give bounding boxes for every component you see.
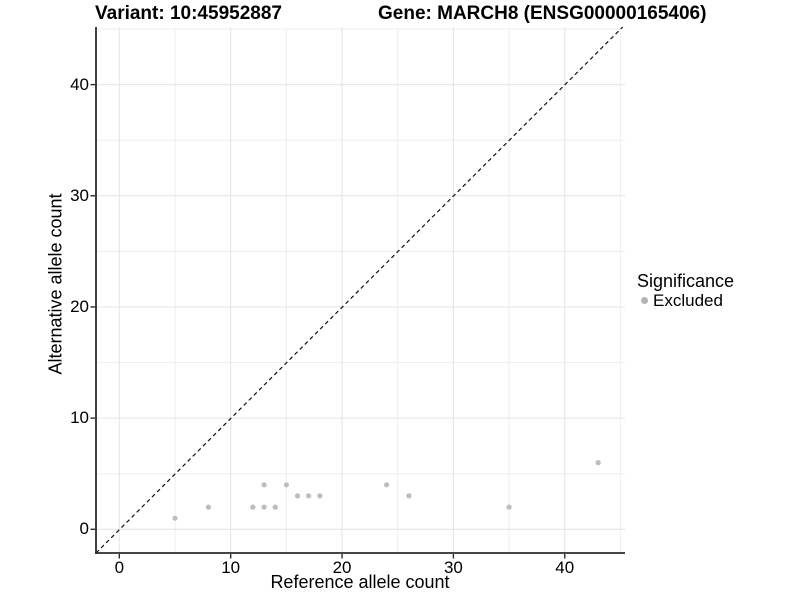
legend-entry-excluded: Excluded (637, 291, 734, 310)
data-point (406, 493, 412, 499)
data-point (384, 482, 390, 488)
data-point (272, 504, 278, 510)
data-point (506, 504, 512, 510)
plot-title-variant: Variant: 10:45952887 (95, 3, 282, 24)
y-axis-tick-label: 20 (70, 296, 89, 316)
y-axis-tick-label: 40 (70, 74, 89, 94)
legend-point-icon (641, 297, 648, 304)
data-point (317, 493, 323, 499)
x-axis-tick-label: 0 (114, 558, 125, 577)
data-point (283, 482, 289, 488)
y-axis-tick-label: 0 (79, 519, 89, 539)
data-point (250, 504, 256, 510)
x-axis-tick-label: 20 (332, 558, 352, 577)
legend-entry-label: Excluded (653, 291, 723, 310)
legend: Significance Excluded (637, 271, 735, 311)
data-point (205, 504, 211, 510)
y-axis-title: Alternative allele count (45, 193, 66, 375)
x-axis-tick-label: 40 (555, 558, 575, 577)
data-point (595, 460, 601, 466)
legend-title: Significance (637, 271, 735, 291)
x-axis-tick-label: 10 (221, 558, 241, 577)
plot-title-gene: Gene: MARCH8 (ENSG00000165406) (378, 3, 707, 24)
y-axis-tick-label: 10 (70, 408, 89, 428)
data-point (306, 493, 312, 499)
x-axis-title: Reference allele count (270, 572, 450, 592)
data-point (261, 482, 267, 488)
x-axis-tick-label: 30 (443, 558, 463, 577)
data-point (261, 504, 267, 510)
identity-line (95, 26, 624, 554)
y-axis-tick-label: 30 (70, 185, 89, 205)
data-point (172, 515, 178, 521)
data-point (294, 493, 301, 499)
